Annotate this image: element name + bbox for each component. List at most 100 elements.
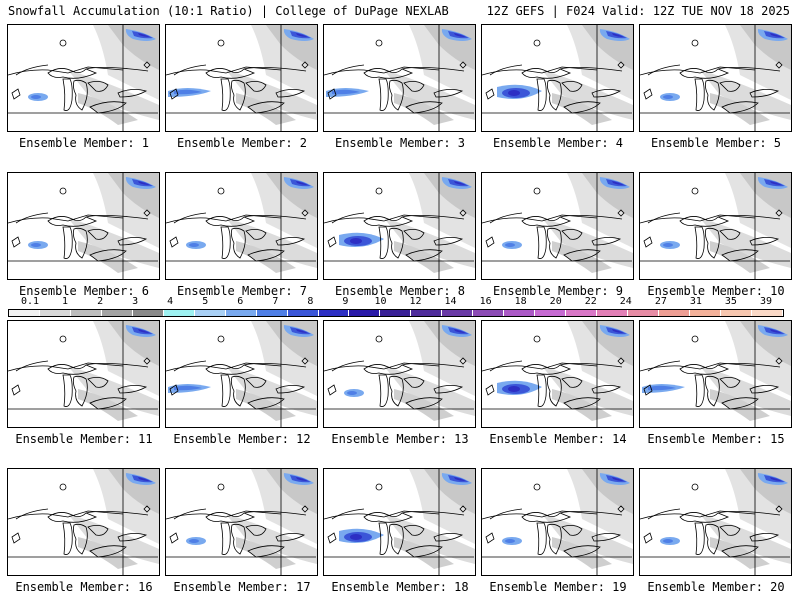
snowfall-map: [640, 173, 791, 279]
legend-color-swatch: [380, 310, 412, 316]
ensemble-member-label: Ensemble Member: 11: [15, 432, 153, 446]
ensemble-member-label: Ensemble Member: 1: [18, 136, 150, 150]
ensemble-member-label: Ensemble Member: 17: [173, 580, 311, 594]
snowfall-map: [8, 321, 159, 427]
ensemble-map-panel: [639, 172, 792, 280]
legend-tick-label: 27: [654, 296, 667, 307]
legend-tick-label: 24: [619, 296, 632, 307]
ensemble-map-panel: [639, 468, 792, 576]
snowfall-map: [8, 25, 159, 131]
snowfall-map: [482, 173, 633, 279]
ensemble-map-panel: [165, 468, 318, 576]
legend-color-swatch: [628, 310, 660, 316]
ensemble-member-label: Ensemble Member: 5: [650, 136, 782, 150]
legend-tick-label: 0.1: [20, 296, 40, 307]
ensemble-map-panel: [7, 24, 160, 132]
legend-tick-label: 39: [759, 296, 773, 307]
legend-color-swatch: [566, 310, 598, 316]
ensemble-map-panel: [7, 320, 160, 428]
snowfall-map: [166, 25, 317, 131]
legend-color-swatch: [349, 310, 381, 316]
ensemble-map-panel: [165, 24, 318, 132]
snowfall-color-legend: 0.1 1 2 3 4 5 6 7 8 9 10 12 14 16 18 20 22 24 27 31 35 39: [8, 296, 784, 317]
ensemble-member-label: Ensemble Member: 12: [173, 432, 311, 446]
ensemble-member-label: Ensemble Member: 7: [176, 284, 308, 298]
ensemble-member-label: Ensemble Member: 14: [489, 432, 627, 446]
ensemble-member-label: Ensemble Member: 2: [176, 136, 308, 150]
ensemble-member-label: Ensemble Member: 13: [331, 432, 469, 446]
legend-tick-label: 5: [202, 296, 209, 307]
ensemble-member-label: Ensemble Member: 20: [647, 580, 785, 594]
legend-tick-label: 2: [97, 296, 104, 307]
ensemble-member-label: Ensemble Member: 6: [18, 284, 150, 298]
snowfall-map: [482, 321, 633, 427]
legend-tick-label: 4: [167, 296, 174, 307]
ensemble-map-panel: [481, 24, 634, 132]
legend-tick-label: 1: [62, 296, 69, 307]
ensemble-map-panel: [639, 320, 792, 428]
ensemble-map-panel: [481, 468, 634, 576]
legend-color-swatch: [751, 310, 783, 316]
ensemble-map-panel: [165, 320, 318, 428]
snowfall-map: [324, 321, 475, 427]
ensemble-map-panel: [639, 24, 792, 132]
legend-color-swatch: [287, 310, 319, 316]
ensemble-member-label: Ensemble Member: 18: [331, 580, 469, 594]
legend-color-swatch: [39, 310, 71, 316]
legend-tick-label: 9: [342, 296, 349, 307]
legend-tick-label: 12: [409, 296, 422, 307]
legend-color-swatch: [256, 310, 288, 316]
legend-color-swatch: [101, 310, 133, 316]
legend-tick-label: 14: [444, 296, 457, 307]
snowfall-map: [8, 469, 159, 575]
ensemble-member-label: Ensemble Member: 10: [647, 284, 785, 298]
legend-color-swatch: [194, 310, 226, 316]
snowfall-map: [482, 25, 633, 131]
snowfall-map: [482, 469, 633, 575]
snowfall-map: [166, 173, 317, 279]
legend-color-swatch: [411, 310, 443, 316]
legend-color-bar: [8, 309, 784, 317]
legend-color-swatch: [163, 310, 195, 316]
ensemble-map-panel: [165, 172, 318, 280]
ensemble-member-label: Ensemble Member: 15: [647, 432, 785, 446]
legend-color-swatch: [318, 310, 350, 316]
legend-tick-label: 10: [374, 296, 387, 307]
snowfall-map: [166, 321, 317, 427]
legend-color-swatch: [132, 310, 164, 316]
legend-color-swatch: [720, 310, 752, 316]
legend-color-swatch: [442, 310, 474, 316]
legend-tick-label: 31: [689, 296, 702, 307]
legend-tick-label: 8: [307, 296, 314, 307]
legend-tick-label: 3: [132, 296, 139, 307]
ensemble-map-panel: [481, 320, 634, 428]
legend-tick-labels: 0.1 1 2 3 4 5 6 7 8 9 10 12 14 16 18 20 22 24 27 31 35 39: [8, 296, 784, 308]
snowfall-map: [166, 469, 317, 575]
snowfall-map: [324, 25, 475, 131]
snowfall-map: [8, 173, 159, 279]
model-run-valid-time: 12Z GEFS | F024 Valid: 12Z TUE NOV 18 20…: [486, 4, 790, 18]
ensemble-member-label: Ensemble Member: 9: [492, 284, 624, 298]
snowfall-map: [640, 25, 791, 131]
legend-color-swatch: [659, 310, 690, 316]
ensemble-map-panel: [323, 172, 476, 280]
legend-tick-label: 35: [724, 296, 737, 307]
legend-tick-label: 20: [549, 296, 562, 307]
snowfall-map: [324, 173, 475, 279]
ensemble-map-panel: [323, 24, 476, 132]
legend-color-swatch: [504, 310, 536, 316]
legend-color-swatch: [9, 310, 40, 316]
snowfall-map: [640, 469, 791, 575]
legend-color-swatch: [597, 310, 629, 316]
snowfall-map: [640, 321, 791, 427]
legend-color-swatch: [225, 310, 257, 316]
legend-tick-label: 7: [272, 296, 279, 307]
snowfall-map: [324, 469, 475, 575]
ensemble-member-label: Ensemble Member: 19: [489, 580, 627, 594]
legend-tick-label: 18: [514, 296, 527, 307]
ensemble-member-label: Ensemble Member: 8: [334, 284, 466, 298]
map-title: Snowfall Accumulation (10:1 Ratio) | Col…: [8, 4, 449, 18]
ensemble-member-label: Ensemble Member: 4: [492, 136, 624, 150]
legend-color-swatch: [70, 310, 102, 316]
legend-color-swatch: [473, 310, 505, 316]
